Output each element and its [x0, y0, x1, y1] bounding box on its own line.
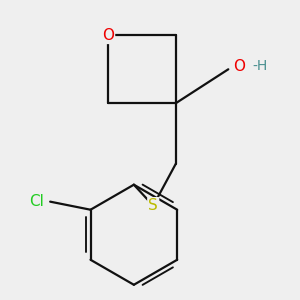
- Text: O: O: [233, 58, 245, 74]
- Text: Cl: Cl: [29, 194, 44, 209]
- Text: -H: -H: [253, 59, 268, 73]
- Text: S: S: [148, 198, 158, 213]
- Text: O: O: [102, 28, 114, 43]
